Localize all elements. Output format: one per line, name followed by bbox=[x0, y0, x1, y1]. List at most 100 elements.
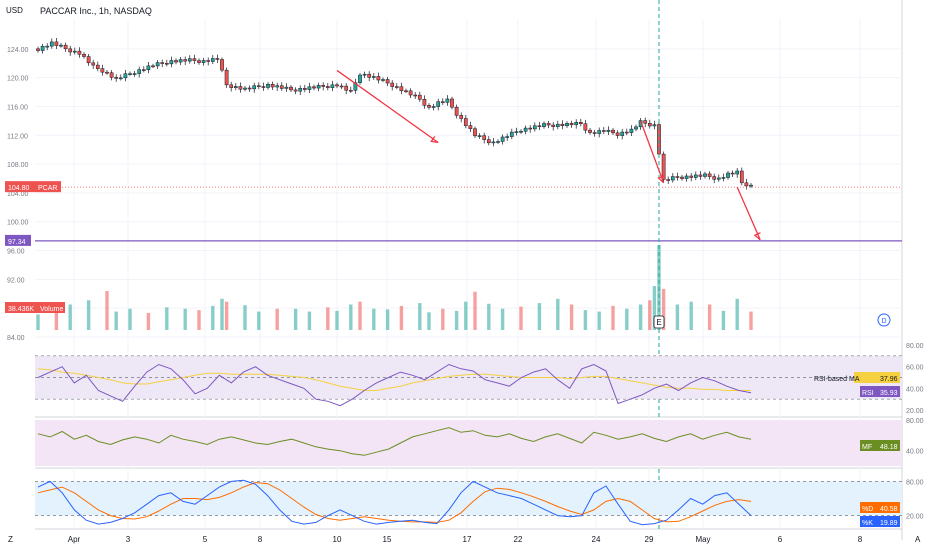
volume-bar bbox=[749, 311, 753, 330]
volume-bar bbox=[146, 313, 151, 330]
candle-body bbox=[256, 85, 261, 87]
candle-body bbox=[537, 125, 542, 128]
trend-arrow-1 bbox=[336, 69, 439, 144]
candle-body bbox=[615, 132, 620, 136]
volume-tag-bg bbox=[5, 302, 65, 313]
candle-body bbox=[40, 46, 45, 51]
volume-bar bbox=[464, 301, 468, 330]
candle-body bbox=[164, 62, 169, 65]
candle-body bbox=[404, 90, 408, 93]
candle-body bbox=[371, 76, 376, 78]
candle-body bbox=[749, 184, 753, 187]
candle-body bbox=[468, 125, 473, 129]
volume-bar bbox=[569, 304, 574, 330]
candle-body bbox=[137, 69, 142, 74]
trend-arrow-3-head bbox=[753, 232, 761, 241]
y-tick-label: 96.00 bbox=[7, 249, 25, 256]
level-label-bg bbox=[5, 234, 31, 246]
candle-body bbox=[220, 59, 224, 71]
candle-body bbox=[431, 106, 436, 108]
volume-bar bbox=[275, 308, 279, 330]
candle-body bbox=[77, 50, 82, 55]
candle-body bbox=[459, 115, 464, 119]
x-tick-label: 15 bbox=[383, 535, 392, 544]
candle-body bbox=[151, 65, 155, 68]
volume-bar bbox=[473, 291, 477, 330]
candle-body bbox=[72, 50, 77, 53]
volume-bar bbox=[721, 310, 726, 330]
candle-body bbox=[155, 62, 160, 67]
rsi-ma-label: RSI-based MA bbox=[814, 376, 860, 383]
candle-body bbox=[169, 60, 174, 65]
volume-bar bbox=[611, 305, 615, 330]
candle-body bbox=[730, 172, 735, 175]
candle-body bbox=[312, 86, 316, 89]
candle-body bbox=[542, 123, 546, 127]
volume-bar bbox=[358, 301, 362, 330]
candle-body bbox=[629, 128, 634, 133]
volume-bar bbox=[326, 307, 330, 330]
candle-body bbox=[367, 73, 372, 78]
volume-bar bbox=[349, 304, 353, 330]
candle-body bbox=[519, 130, 523, 133]
candle-body bbox=[293, 89, 298, 92]
x-tick-label: 29 bbox=[645, 535, 654, 544]
candle-body bbox=[721, 177, 726, 179]
x-tick-label: 6 bbox=[778, 535, 783, 544]
volume-bar bbox=[68, 304, 72, 330]
candle-body bbox=[514, 131, 519, 133]
candle-body bbox=[63, 44, 68, 50]
candle-body bbox=[330, 84, 335, 88]
level-label: 97.34 bbox=[8, 239, 26, 246]
volume-bar bbox=[556, 298, 560, 330]
candle-body bbox=[146, 65, 151, 71]
candle-body bbox=[100, 68, 105, 73]
trend-arrow-3 bbox=[736, 186, 761, 240]
candle-body bbox=[128, 73, 132, 75]
bottom-right-icon: A bbox=[915, 535, 921, 544]
candle-body bbox=[215, 58, 220, 60]
candle-body bbox=[266, 84, 270, 88]
volume-bar bbox=[625, 308, 629, 330]
candle-body bbox=[206, 60, 211, 62]
candle-body bbox=[620, 131, 625, 136]
volume-bar bbox=[418, 303, 422, 330]
volume-bar bbox=[735, 298, 739, 330]
volume-bar bbox=[537, 303, 542, 330]
candle-body bbox=[160, 62, 165, 64]
candle-body bbox=[477, 135, 482, 137]
last-price-value: 104.80 bbox=[8, 185, 30, 192]
candle-body bbox=[532, 125, 537, 130]
candle-body bbox=[413, 94, 418, 97]
candle-body bbox=[707, 173, 712, 177]
candle-body bbox=[362, 73, 367, 76]
candle-body bbox=[565, 123, 569, 127]
trend-arrow-2-head bbox=[657, 175, 665, 184]
y-tick-label: 80.00 bbox=[906, 418, 924, 425]
volume-bar bbox=[307, 311, 312, 330]
volume-title: Volume bbox=[40, 306, 63, 313]
candle-body bbox=[689, 175, 694, 178]
volume-bar bbox=[211, 305, 215, 330]
stoch-d-tag-bg bbox=[860, 502, 900, 513]
candle-body bbox=[178, 59, 183, 63]
rsi-ma-value: 37.96 bbox=[880, 376, 898, 383]
candle-body bbox=[647, 123, 652, 127]
y-tick-label: 84.00 bbox=[7, 335, 25, 342]
volume-bar bbox=[114, 311, 118, 330]
volume-bar bbox=[385, 309, 390, 330]
candle-body bbox=[454, 106, 459, 116]
candle-body bbox=[394, 86, 399, 88]
candle-body bbox=[473, 128, 477, 137]
stoch-k-tag-value: 19.89 bbox=[880, 520, 898, 527]
y-tick-label: 40.00 bbox=[906, 449, 924, 456]
candle-body bbox=[606, 129, 611, 132]
candle-body bbox=[59, 44, 63, 47]
candle-body bbox=[316, 85, 321, 89]
volume-bar bbox=[243, 305, 247, 330]
candle-body bbox=[597, 130, 602, 134]
candle-body bbox=[201, 60, 206, 63]
volume-bar bbox=[675, 304, 680, 330]
